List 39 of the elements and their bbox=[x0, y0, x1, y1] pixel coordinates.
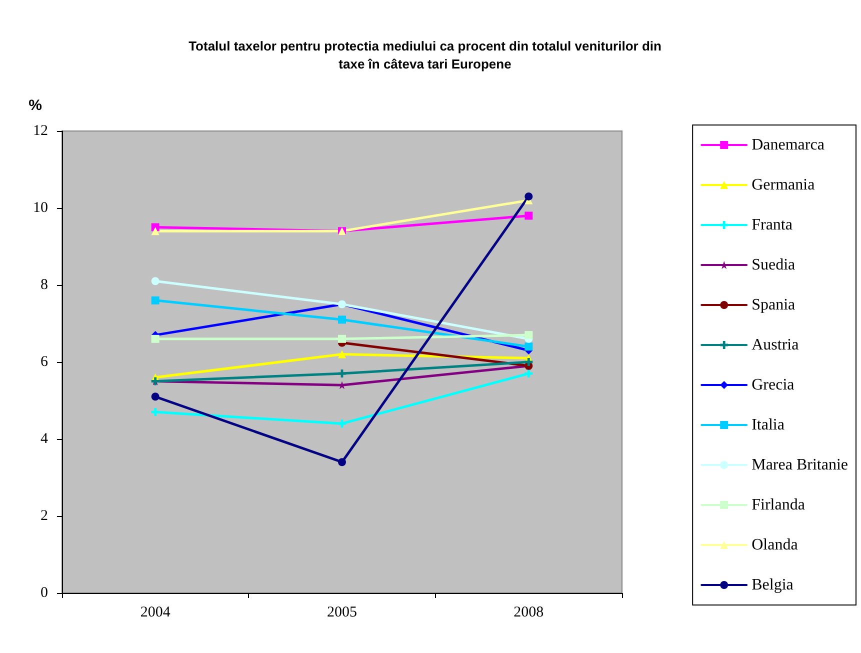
legend-label: Germania bbox=[752, 176, 815, 194]
x-tick-label: 2004 bbox=[140, 604, 171, 620]
legend-label: Franta bbox=[752, 216, 792, 234]
legend-label: Austria bbox=[752, 336, 799, 354]
point bbox=[524, 370, 533, 378]
point bbox=[524, 212, 533, 220]
point bbox=[338, 458, 346, 466]
point bbox=[151, 296, 160, 304]
point bbox=[338, 316, 346, 324]
y-axis-title: % bbox=[28, 97, 42, 114]
point bbox=[151, 392, 160, 401]
y-tick-label: 8 bbox=[40, 277, 48, 293]
point bbox=[151, 334, 160, 343]
legend-label: Spania bbox=[752, 296, 796, 314]
y-tick-label: 6 bbox=[40, 354, 48, 370]
point bbox=[338, 420, 346, 428]
y-tick-label: 2 bbox=[40, 508, 48, 524]
legend-label: Marea Britanie bbox=[752, 456, 848, 474]
point bbox=[524, 331, 533, 340]
y-tick-label: 4 bbox=[40, 431, 48, 447]
legend-label: Suedia bbox=[752, 256, 796, 274]
point bbox=[524, 358, 533, 366]
point bbox=[524, 342, 533, 351]
x-tick-label: 2008 bbox=[514, 604, 544, 620]
point bbox=[338, 350, 346, 358]
point bbox=[338, 334, 346, 343]
y-tick-label: 12 bbox=[33, 123, 48, 139]
point bbox=[151, 408, 160, 416]
y-tick-label: 10 bbox=[33, 200, 48, 216]
legend-label: Italia bbox=[752, 416, 784, 434]
legend-label: Danemarca bbox=[752, 136, 824, 154]
y-tick-label: 0 bbox=[40, 585, 48, 601]
legend-label: Belgia bbox=[752, 576, 794, 594]
legend-label: Firlanda bbox=[752, 496, 805, 514]
legend-label: Olanda bbox=[752, 536, 798, 554]
chart-title: Totalul taxelor pentru protectia mediului ca procent din totalul veniturilor din taxe în câteva tari Europene bbox=[188, 38, 662, 72]
point bbox=[151, 277, 160, 286]
x-tick-label: 2005 bbox=[327, 604, 357, 620]
legend-label: Grecia bbox=[752, 376, 794, 394]
